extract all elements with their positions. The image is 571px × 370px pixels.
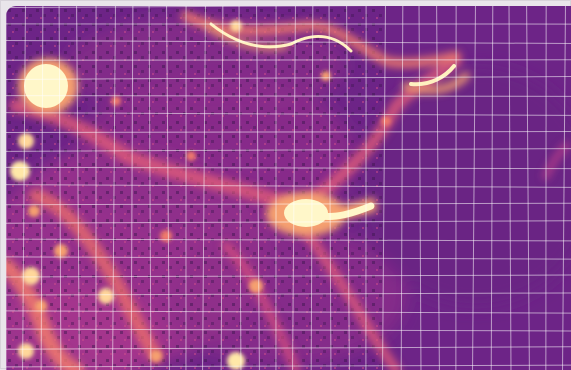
heatmap-svg (6, 6, 571, 370)
map-canvas[interactable] (6, 6, 571, 370)
hotspot-west (24, 64, 68, 108)
